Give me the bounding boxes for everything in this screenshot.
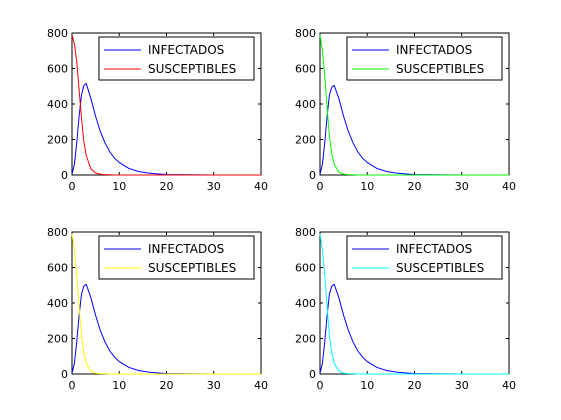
subplot-4: 0 10 20 30 400200400600800INFECTADOSSUSCEPTI… (295, 226, 516, 392)
x-tick-label: 0 (317, 180, 324, 193)
series-line-susceptibles (71, 34, 261, 176)
legend-label: SUSCEPTIBLES (396, 62, 484, 76)
y-tick-label: 600 (295, 63, 316, 76)
legend: INFECTADOS SUSCEPTIBLES (346, 235, 503, 280)
legend-box (346, 235, 503, 280)
y-tick-label: 0 (309, 368, 316, 381)
y-tick-label: 800 (47, 27, 68, 40)
x-tick-label: 10 (112, 180, 126, 193)
subplot-2: 0 10 20 30 400200400600800INFECTADOSSUSCEPTI… (295, 27, 516, 193)
legend-label: SUSCEPTIBLES (396, 261, 484, 275)
x-tick-label: 30 (207, 379, 221, 392)
x-tick-label: 0 (317, 379, 324, 392)
y-tick-label: 800 (295, 226, 316, 239)
x-tick-label: 40 (254, 379, 268, 392)
x-tick-label: 20 (160, 180, 174, 193)
x-tick-label: 30 (455, 379, 469, 392)
x-tick-label: 40 (502, 180, 516, 193)
x-tick-label: 10 (360, 379, 374, 392)
y-tick-label: 800 (47, 226, 68, 239)
y-tick-label: 400 (47, 297, 68, 310)
legend-label: INFECTADOS (396, 43, 472, 57)
y-tick-label: 200 (47, 134, 68, 147)
x-tick-label: 40 (502, 379, 516, 392)
x-tick-label: 20 (408, 180, 422, 193)
series-line-susceptibles (71, 233, 261, 375)
y-tick-label: 0 (61, 368, 68, 381)
x-tick-label: 0 (69, 180, 76, 193)
legend-box (98, 235, 255, 280)
y-tick-label: 200 (47, 333, 68, 346)
y-tick-label: 200 (295, 134, 316, 147)
y-tick-label: 0 (309, 169, 316, 182)
legend-label: SUSCEPTIBLES (148, 261, 236, 275)
legend-box (98, 36, 255, 81)
legend: INFECTADOS SUSCEPTIBLES (98, 235, 255, 280)
legend-label: SUSCEPTIBLES (148, 62, 236, 76)
y-tick-label: 400 (295, 297, 316, 310)
legend: INFECTADOS SUSCEPTIBLES (346, 36, 503, 81)
x-tick-label: 30 (455, 180, 469, 193)
series-line-susceptibles (319, 233, 509, 375)
y-tick-label: 800 (295, 27, 316, 40)
subplot-1: 0 10 20 30 400200400600800INFECTADOSSUSCEPTI… (47, 27, 268, 193)
x-tick-label: 10 (360, 180, 374, 193)
x-tick-label: 30 (207, 180, 221, 193)
legend: INFECTADOS SUSCEPTIBLES (98, 36, 255, 81)
x-tick-label: 20 (160, 379, 174, 392)
series-line-susceptibles (319, 34, 509, 176)
y-tick-label: 400 (47, 98, 68, 111)
subplot-3: 0 10 20 30 400200400600800INFECTADOSSUSCEPTI… (47, 226, 268, 392)
x-tick-label: 0 (69, 379, 76, 392)
y-tick-label: 600 (47, 63, 68, 76)
x-tick-label: 20 (408, 379, 422, 392)
legend-label: INFECTADOS (396, 242, 472, 256)
y-tick-label: 0 (61, 169, 68, 182)
legend-label: INFECTADOS (148, 242, 224, 256)
y-tick-label: 200 (295, 333, 316, 346)
y-tick-label: 600 (47, 262, 68, 275)
x-tick-label: 10 (112, 379, 126, 392)
x-tick-label: 40 (254, 180, 268, 193)
y-tick-label: 600 (295, 262, 316, 275)
y-tick-label: 400 (295, 98, 316, 111)
legend-box (346, 36, 503, 81)
legend-label: INFECTADOS (148, 43, 224, 57)
